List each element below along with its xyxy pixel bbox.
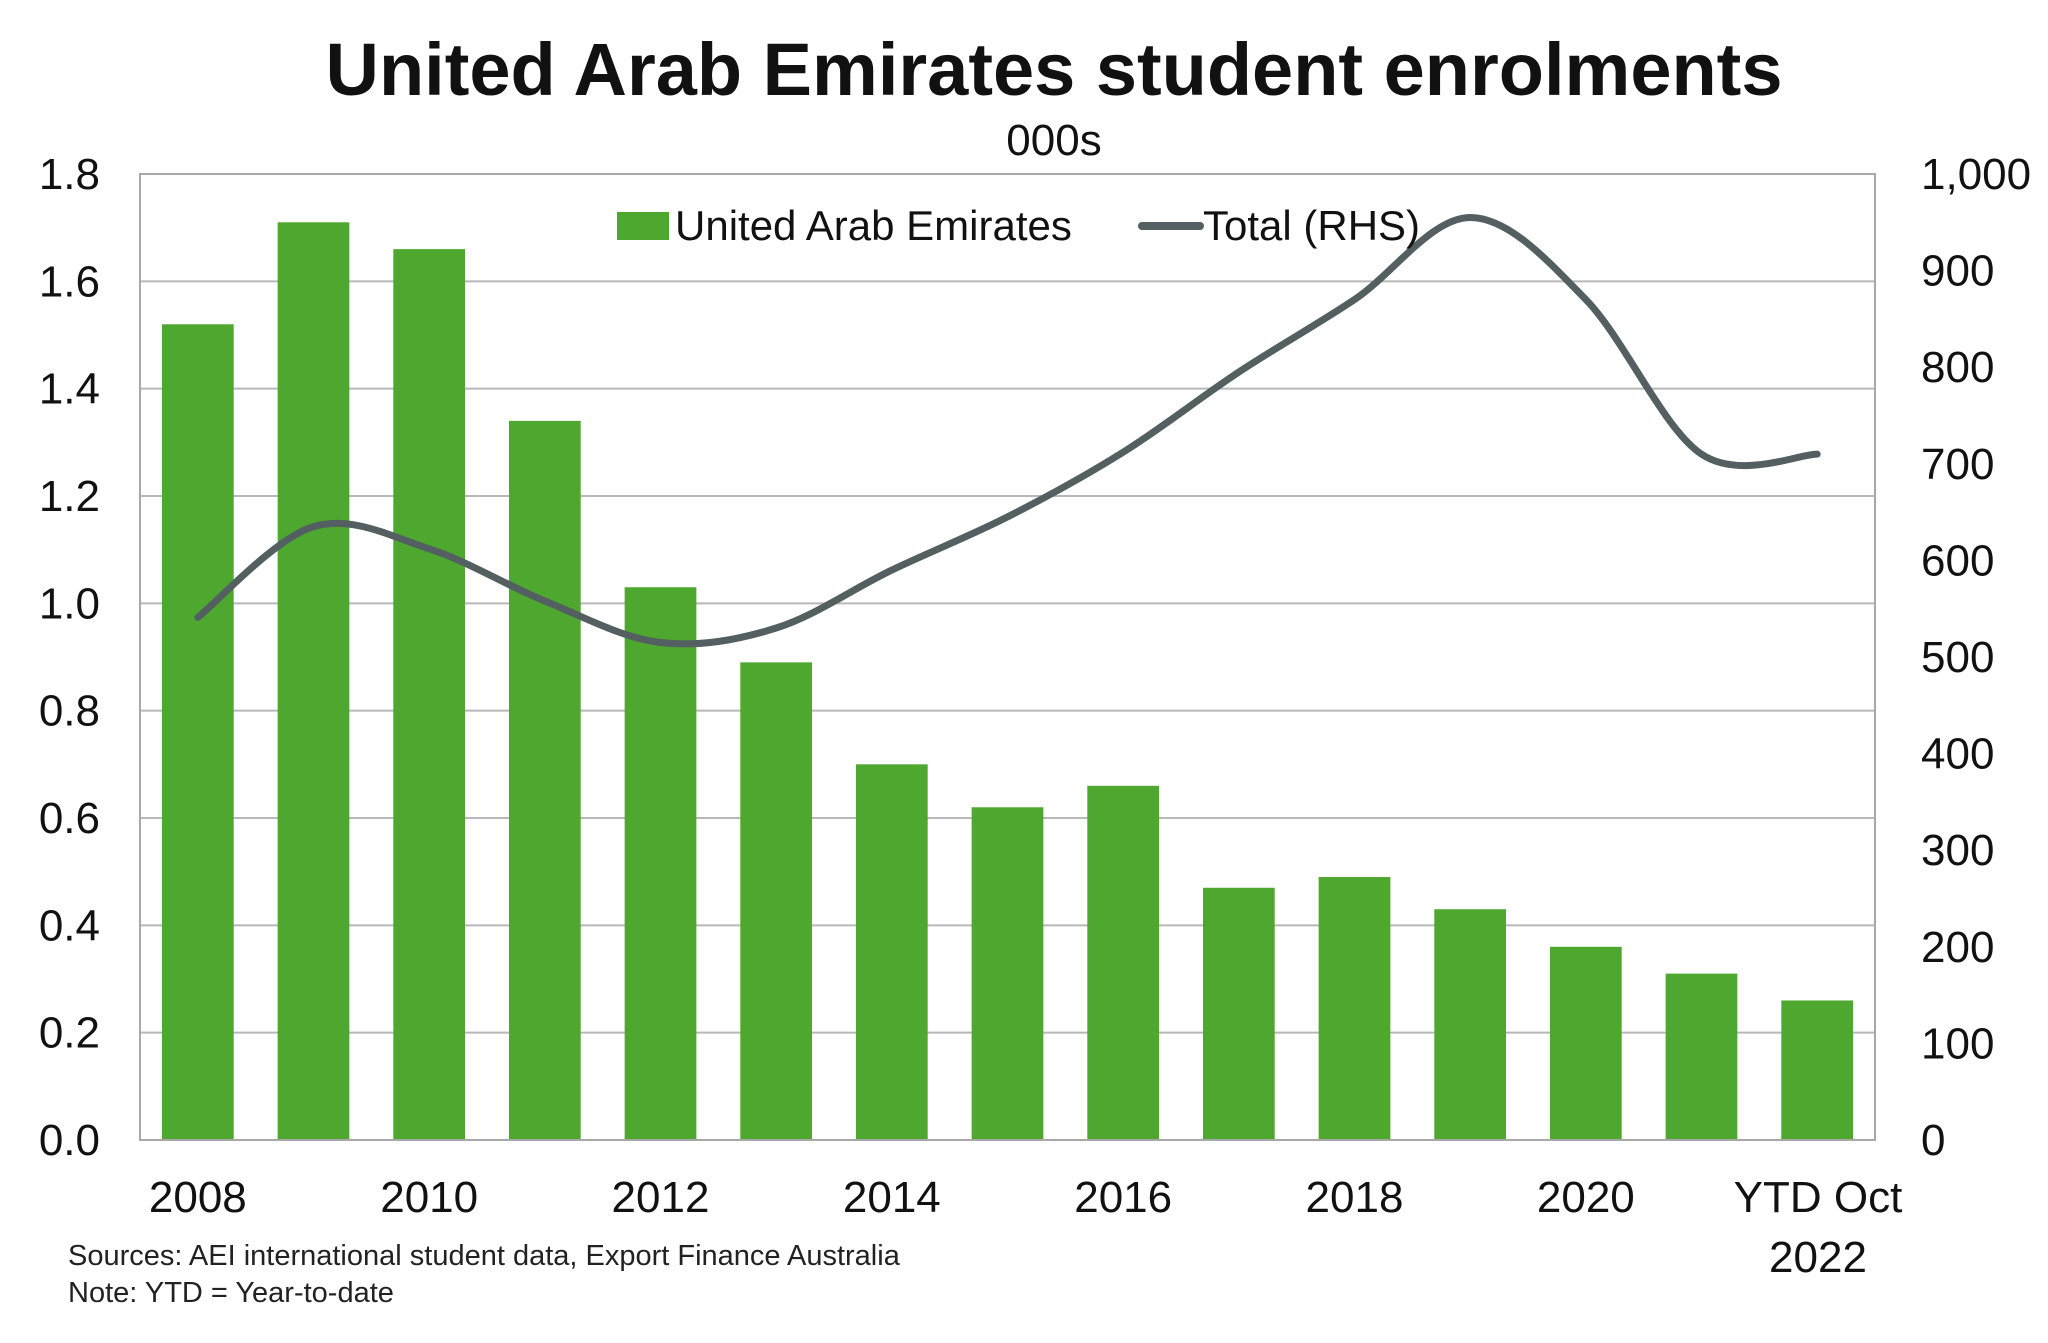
x-axis: 2008 2010 2012 2014 2016 2018 2020 YTD Oct 2022: [149, 1173, 1902, 1282]
x-tick-label: 2022: [1769, 1233, 1867, 1282]
x-tick-label: YTD Oct: [1734, 1173, 1903, 1222]
x-tick-label: 2020: [1537, 1173, 1635, 1222]
total-line: [194, 213, 1821, 648]
legend: United Arab Emirates Total (RHS): [617, 202, 1420, 249]
x-tick-label: 2018: [1306, 1173, 1404, 1222]
left-tick-label: 1.6: [39, 257, 100, 306]
bar-2017: [1202, 887, 1275, 1140]
bar-2011: [508, 420, 581, 1140]
right-tick-label: 600: [1921, 536, 1994, 585]
bar-YTD Oct 2022: [1781, 1000, 1854, 1140]
left-tick-label: 0.4: [39, 901, 100, 950]
legend-swatch-uae: [617, 212, 669, 240]
legend-label-uae: United Arab Emirates: [675, 202, 1072, 249]
x-tick-label: 2010: [380, 1173, 478, 1222]
left-tick-label: 1.8: [39, 150, 100, 199]
plot-frame: [139, 173, 1876, 1141]
left-tick-label: 1.2: [39, 472, 100, 521]
x-tick-label: 2016: [1074, 1173, 1172, 1222]
bar-2015: [971, 807, 1044, 1140]
bar-2014: [855, 764, 928, 1140]
right-tick-label: 200: [1921, 923, 1994, 972]
line-series: [194, 213, 1821, 648]
left-tick-label: 0.2: [39, 1009, 100, 1058]
left-tick-label: 0.6: [39, 794, 100, 843]
bar-2013: [740, 662, 813, 1140]
right-tick-label: 1,000: [1921, 150, 2031, 199]
left-tick-label: 0.0: [39, 1116, 100, 1165]
right-tick-label: 300: [1921, 826, 1994, 875]
bar-2020: [1549, 946, 1622, 1140]
bar-2018: [1318, 877, 1391, 1140]
right-tick-label: 800: [1921, 343, 1994, 392]
x-tick-label: 2008: [149, 1173, 247, 1222]
x-tick-label: 2014: [843, 1173, 941, 1222]
legend-label-total: Total (RHS): [1203, 202, 1420, 249]
bar-2009: [277, 222, 350, 1141]
right-tick-label: 400: [1921, 730, 1994, 779]
bar-2021: [1665, 973, 1738, 1140]
sources-note: Sources: AEI international student data,…: [68, 1240, 901, 1272]
right-tick-label: 0: [1921, 1116, 1945, 1165]
chart-title: United Arab Emirates student enrolments: [326, 28, 1783, 111]
bar-2019: [1434, 909, 1507, 1140]
bar-series: [161, 222, 1854, 1141]
bar-2008: [161, 324, 234, 1140]
x-tick-label: 2012: [612, 1173, 710, 1222]
right-tick-label: 500: [1921, 633, 1994, 682]
ytd-note: Note: YTD = Year-to-date: [68, 1277, 394, 1309]
right-tick-label: 100: [1921, 1019, 1994, 1068]
bar-2016: [1087, 785, 1160, 1140]
bar-2010: [393, 249, 466, 1141]
chart-subtitle: 000s: [1006, 116, 1101, 165]
bar-2012: [624, 587, 697, 1140]
right-tick-label: 900: [1921, 247, 1994, 296]
left-tick-label: 1.0: [39, 579, 100, 628]
left-tick-label: 0.8: [39, 687, 100, 736]
right-tick-label: 700: [1921, 440, 1994, 489]
left-tick-label: 1.4: [39, 365, 100, 414]
right-axis: 0 100 200 300 400 500 600 700 800 900 1,000: [1921, 150, 2031, 1165]
left-axis: 0.0 0.2 0.4 0.6 0.8 1.0 1.2 1.4 1.6 1.8: [39, 150, 100, 1165]
